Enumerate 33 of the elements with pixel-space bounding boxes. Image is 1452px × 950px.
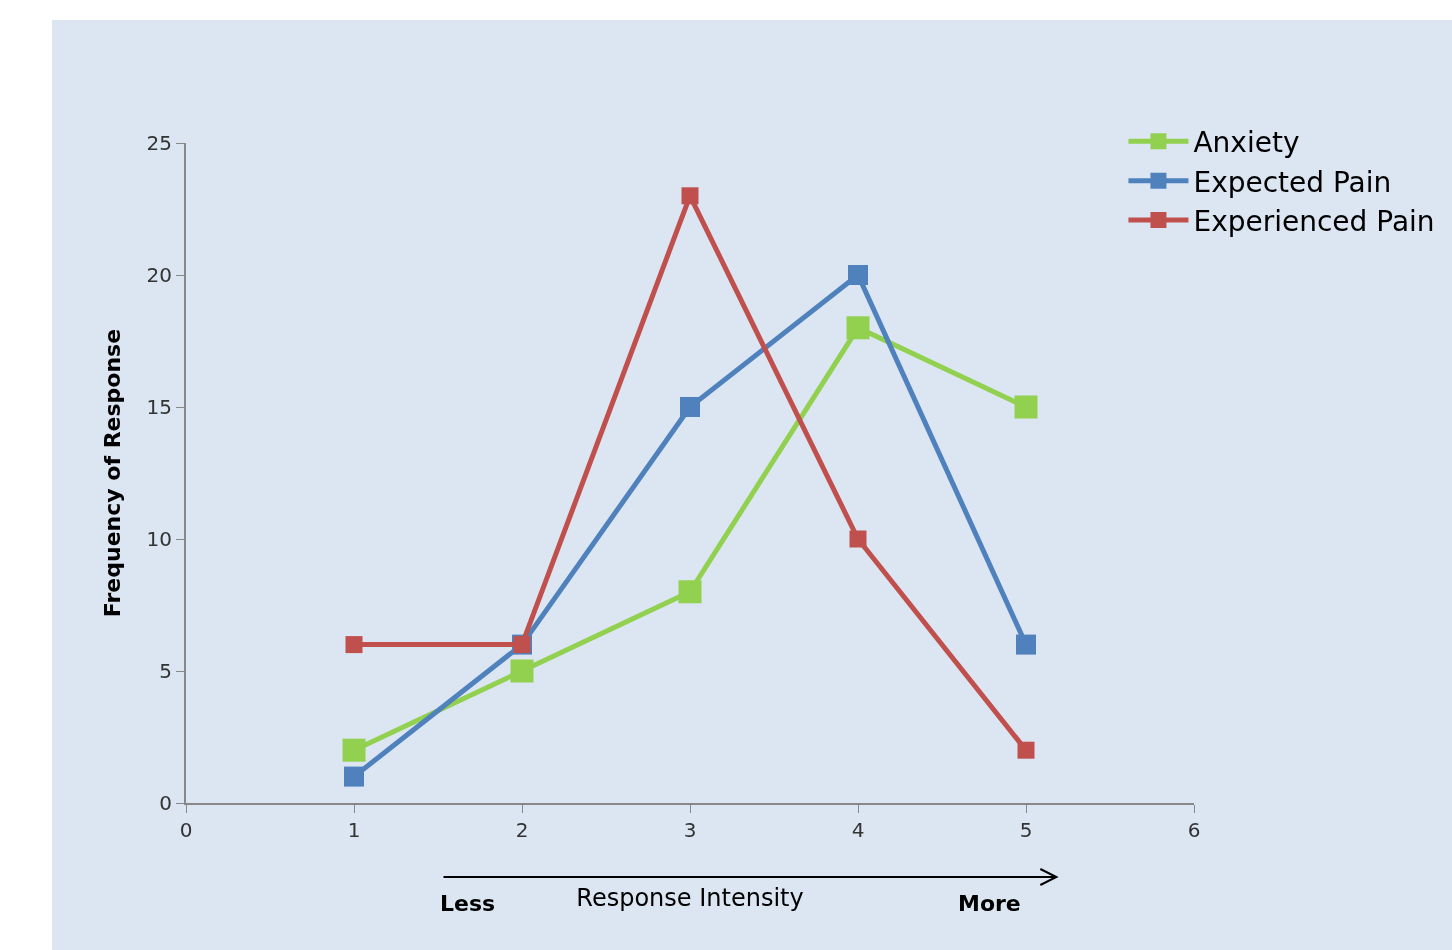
point <box>681 187 699 205</box>
y-tick-label: 0 <box>159 791 172 815</box>
point <box>1016 634 1036 655</box>
y-axis-title: Frequency of Response <box>99 328 125 618</box>
y-tick-label: 15 <box>146 395 172 419</box>
text: Less <box>440 891 496 916</box>
y-tick-label: 5 <box>159 659 172 683</box>
point <box>344 766 364 787</box>
point <box>680 397 700 417</box>
x-tick-label: 3 <box>683 818 697 842</box>
y-tick-label: 25 <box>146 131 172 155</box>
point <box>1017 741 1035 759</box>
x-tick-label: 1 <box>347 818 361 842</box>
legend-label: Anxiety <box>1193 126 1300 160</box>
legend-label: Experienced Pain <box>1193 205 1435 239</box>
x-tick-label: 0 <box>179 818 193 842</box>
point <box>1014 395 1038 419</box>
point <box>848 265 868 285</box>
point <box>342 738 366 762</box>
x-tick-label: 6 <box>1187 818 1201 842</box>
x-tick-label: 2 <box>515 818 529 842</box>
point <box>849 530 867 548</box>
text: More <box>958 891 1021 916</box>
y-tick-label: 20 <box>146 263 172 287</box>
point <box>510 659 534 683</box>
point <box>678 580 702 604</box>
point <box>846 316 870 340</box>
point <box>345 636 363 654</box>
x-axis-title: Response Intensity <box>576 883 804 912</box>
x-tick-label: 5 <box>1019 818 1033 842</box>
x-tick-label: 4 <box>851 818 865 842</box>
legend-label: Expected Pain <box>1193 165 1392 199</box>
y-tick-label: 10 <box>146 527 172 551</box>
